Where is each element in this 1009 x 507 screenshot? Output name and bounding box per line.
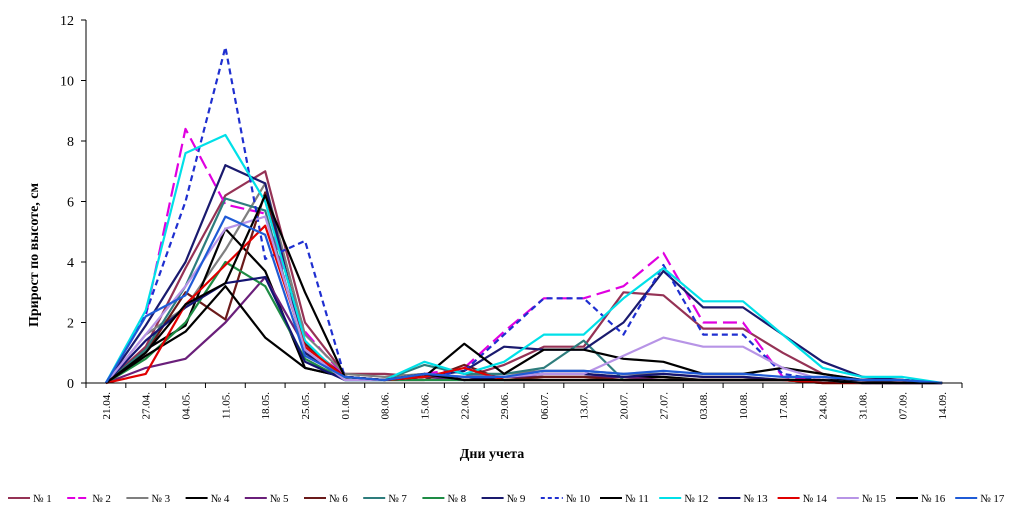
x-tick-label: 04.05. <box>181 392 193 420</box>
series-line-4 <box>105 227 943 385</box>
legend-label: № 11 <box>625 493 649 505</box>
legend-label: № 9 <box>507 493 526 505</box>
series-lines <box>104 46 943 385</box>
x-tick-label: 06.07. <box>539 392 551 420</box>
series-line-12 <box>104 133 943 385</box>
x-tick-label: 22.06. <box>459 392 471 420</box>
x-tick-label: 01.06. <box>340 392 352 420</box>
y-tick-label: 0 <box>67 377 74 392</box>
legend: № 1 № 2 № 3 № 4 № 5 № 6 № 7 № 8 № 9 № 10 № 11 № 12 №… <box>8 493 1005 505</box>
legend-label: № 12 <box>684 493 708 505</box>
series-line-11 <box>105 285 943 385</box>
y-tick-label: 6 <box>67 196 74 211</box>
y-axis-ticks: 0 2 4 6 8 10 12 <box>60 14 86 392</box>
series-line-10 <box>104 46 943 385</box>
series-line-15 <box>105 215 943 385</box>
x-tick-label: 13.07. <box>579 392 591 420</box>
legend-label: № 2 <box>92 493 111 505</box>
x-tick-label: 07.09. <box>897 392 909 420</box>
legend-label: № 17 <box>980 493 1005 505</box>
y-tick-label: 12 <box>60 14 74 29</box>
x-tick-label: 14.09. <box>937 392 949 420</box>
x-tick-label: 21.04. <box>101 392 113 420</box>
x-axis-ticks: 21.04. 27.04. 04.05. 11.05. 18.05. 25.05. 01.0… <box>85 383 963 420</box>
series-line-8 <box>105 260 943 385</box>
x-tick-label: 31.08. <box>857 392 869 420</box>
legend-label: № 6 <box>329 493 348 505</box>
legend-label: № 13 <box>743 493 768 505</box>
legend-label: № 4 <box>211 493 230 505</box>
legend-label: № 1 <box>33 493 52 505</box>
x-tick-label: 17.08. <box>778 392 790 420</box>
x-tick-label: 29.06. <box>499 392 511 420</box>
x-tick-label: 03.08. <box>698 392 710 420</box>
y-axis-title: Прирост по высоте, см <box>27 183 42 328</box>
series-line-9 <box>104 164 943 385</box>
series-line-14 <box>105 224 943 385</box>
x-axis-title: Дни учета <box>460 447 524 462</box>
x-tick-label: 25.05. <box>300 392 312 420</box>
x-tick-label: 27.07. <box>658 392 670 420</box>
x-tick-label: 27.04. <box>141 392 153 420</box>
series-line-6 <box>105 191 943 385</box>
series-line-16 <box>105 194 943 385</box>
y-tick-label: 8 <box>67 135 74 150</box>
legend-label: № 5 <box>270 493 289 505</box>
series-line-2 <box>104 127 943 385</box>
legend-label: № 15 <box>862 493 887 505</box>
x-tick-label: 18.05. <box>260 392 272 420</box>
x-tick-label: 24.08. <box>818 392 830 420</box>
legend-label: № 8 <box>447 493 466 505</box>
legend-label: № 10 <box>566 493 591 505</box>
legend-label: № 16 <box>921 493 946 505</box>
y-tick-label: 2 <box>67 317 74 332</box>
x-tick-label: 11.05. <box>220 392 232 419</box>
x-tick-label: 08.06. <box>380 392 392 420</box>
legend-label: № 3 <box>151 493 170 505</box>
series-line-1 <box>105 170 943 385</box>
y-tick-label: 4 <box>67 256 74 271</box>
x-tick-label: 15.06. <box>419 392 431 420</box>
legend-label: № 14 <box>803 493 828 505</box>
legend-label: № 7 <box>388 493 407 505</box>
x-tick-label: 20.07. <box>619 392 631 420</box>
series-line-17 <box>104 215 943 385</box>
x-tick-label: 10.08. <box>738 392 750 420</box>
y-tick-label: 10 <box>60 75 74 90</box>
